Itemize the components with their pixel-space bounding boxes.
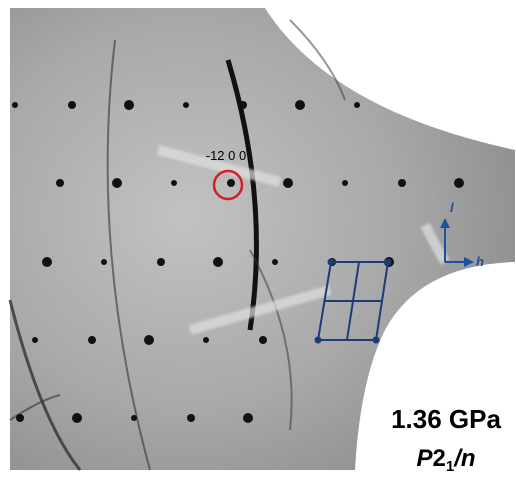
spot	[203, 337, 209, 343]
spot	[72, 413, 82, 423]
spot	[32, 337, 38, 343]
spot	[243, 413, 253, 423]
spot	[354, 102, 360, 108]
spot	[101, 259, 107, 265]
spot	[16, 414, 24, 422]
sg-number: 2	[432, 445, 445, 472]
sg-subscript: 1	[446, 458, 454, 475]
spot	[88, 336, 96, 344]
spot	[227, 179, 235, 187]
spot	[272, 259, 278, 265]
spot	[157, 258, 165, 266]
spot	[171, 180, 177, 186]
spot	[454, 178, 464, 188]
detector-image	[10, 8, 515, 470]
spot	[68, 101, 76, 109]
pressure-label: 1.36 GPa	[391, 404, 501, 434]
space-group-label: P21/n	[416, 445, 475, 475]
reflection-label: -12 0 0	[206, 148, 246, 163]
spot	[187, 414, 195, 422]
spot	[259, 336, 267, 344]
spot	[213, 257, 223, 267]
spot	[112, 178, 122, 188]
sg-glide: /n	[453, 445, 475, 472]
spot	[398, 179, 406, 187]
spot	[342, 180, 348, 186]
spot	[144, 335, 154, 345]
spot	[12, 102, 18, 108]
sg-letter: P	[416, 445, 433, 472]
spot	[124, 100, 134, 110]
spot	[283, 178, 293, 188]
diffraction-figure: -12 0 0 l h 1.36 GPa P21/n	[0, 0, 516, 495]
spot	[295, 100, 305, 110]
spot	[131, 415, 137, 421]
spot	[183, 102, 189, 108]
axis-label-h: h	[476, 254, 484, 269]
spot	[56, 179, 64, 187]
spot	[42, 257, 52, 267]
spot	[239, 101, 247, 109]
axis-label-l: l	[450, 200, 454, 215]
